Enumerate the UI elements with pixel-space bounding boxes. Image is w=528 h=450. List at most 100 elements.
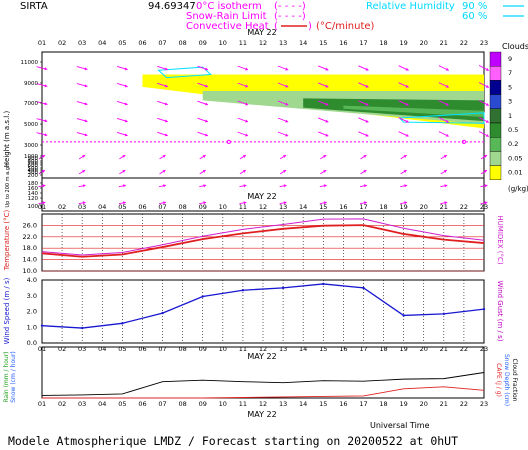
wind-arrow-head	[82, 170, 86, 173]
rh-contour-high	[157, 66, 212, 79]
wind-arrow-head	[484, 201, 488, 205]
temperature-line	[41, 224, 485, 258]
humidex-ylabel: HUMIDEX (°C)	[496, 215, 504, 264]
wind-arrow-head	[405, 102, 409, 106]
cloud-ytick-5000: 5000	[24, 122, 38, 128]
cloud-ytick-140: 140	[28, 191, 39, 197]
top-hour-13: 13	[279, 39, 287, 47]
wind-hour-18: 18	[379, 345, 387, 353]
cloud-layer-0.2	[343, 105, 484, 117]
wind-arrow-head	[485, 102, 489, 106]
cloud-y-ticks: 11000 9000 7000 5000 3000 1000900800700600500…	[21, 60, 42, 210]
wind-arrow-head	[202, 155, 206, 158]
wind-hour-15: 15	[319, 345, 327, 353]
top-hour-11: 11	[239, 39, 247, 47]
wind-arrow-head	[323, 170, 327, 173]
wind-arrow-head	[364, 184, 367, 188]
temp-hour-06: 06	[138, 203, 146, 211]
wind-arrow-head	[162, 155, 166, 158]
wind-speed-point	[322, 282, 325, 286]
temperature-panel: 10.0 14.0 18.0 22.0 26.0	[23, 214, 485, 275]
cape-line	[42, 386, 485, 399]
cloud-ytick-400: 400	[28, 168, 39, 174]
wind-arrow-head	[84, 67, 88, 71]
wind-arrow-head	[245, 102, 249, 106]
temp-hour-20: 20	[420, 203, 428, 211]
bottom-hour-06: 06	[138, 400, 146, 408]
wind-speed-point	[362, 286, 365, 290]
wind-arrow-head	[163, 201, 166, 205]
wind-arrow-head	[84, 102, 88, 106]
wind-arrow-head	[164, 119, 168, 123]
wind-arrow-head	[243, 201, 247, 205]
bottom-hour-17: 17	[359, 400, 367, 408]
wind-arrow-head	[483, 170, 487, 173]
wind-arrow-head	[483, 155, 487, 158]
conv-heat-unit: (°C/minute)	[316, 21, 375, 32]
wind-arrow-head	[162, 170, 166, 173]
top-hour-15: 15	[319, 39, 327, 47]
bottom-hour-03: 03	[78, 400, 86, 408]
top-hour-09: 09	[199, 39, 207, 47]
station-name: SIRTA	[20, 1, 48, 12]
temp-hour-17: 17	[359, 203, 367, 211]
wind-arrow-head	[443, 170, 447, 173]
wind-arrow-head	[42, 184, 46, 188]
rh-90-label: 90 %	[462, 1, 487, 12]
isotherm-legend-sample: (- - - -)	[274, 1, 306, 12]
top-hour-06: 06	[138, 39, 146, 47]
rh-60-label: 60 %	[462, 11, 487, 22]
wind-arrow-head	[242, 170, 246, 173]
wind-hour-04: 04	[98, 345, 106, 353]
wind-arrow-head	[283, 170, 287, 173]
isotherm-legend-label: 0°C isotherm	[196, 1, 262, 12]
temp-hour-14: 14	[299, 203, 307, 211]
temp-ylabel: Temperature (°C)	[3, 210, 11, 272]
rh-legend-label: Relative Humidity	[366, 1, 455, 12]
cloud-colorbar: Clouds 9 7 5 3 1 0.5 0.2 0.05 0.01 (g/kg)	[489, 42, 528, 193]
wind-arrow-head	[245, 119, 249, 123]
wind-ytick-3.0: 3.0	[27, 292, 37, 300]
wind-arrow-head	[82, 155, 86, 158]
temp-hour-08: 08	[178, 203, 186, 211]
wind-arrow-head	[485, 84, 489, 88]
wind-ytick-1.0: 1.0	[27, 323, 37, 331]
wind-ytick-4.0: 4.0	[27, 276, 37, 284]
top-hour-23: 23	[480, 39, 488, 47]
wind-arrow-head	[124, 119, 128, 123]
wind-arrow-head	[41, 155, 45, 158]
wind-hour-01: 01	[38, 345, 46, 353]
wind-speed-point	[161, 311, 164, 315]
wind-arrow-head	[203, 184, 207, 188]
forecast-caption: Modele Atmospherique LMDZ / Forecast sta…	[8, 434, 458, 448]
rain-panel	[41, 372, 485, 399]
bottom-hour-15: 15	[319, 400, 327, 408]
cloud-panel: 11000 9000 7000 5000 3000 1000900800700600500…	[3, 60, 490, 210]
snow-rain-legend-sample: (- - - -)	[274, 11, 306, 22]
wind-arrow-head	[245, 84, 249, 88]
wind-hour-05: 05	[118, 345, 126, 353]
wind-arrow-head	[363, 155, 367, 158]
wind-arrow-head	[44, 102, 48, 106]
gust-ylabel: Wind Gust (m / s)	[496, 280, 504, 341]
cloud-ylabel: Height (m a.s.l.)	[3, 111, 11, 168]
temp-hour-15: 15	[319, 203, 327, 211]
wind-arrow-head	[44, 84, 48, 88]
cloud-fill	[142, 74, 485, 129]
wind-arrow-head	[285, 119, 289, 123]
cape-ylabel: CAPE (J / g)	[495, 363, 502, 397]
temp-hour-22: 22	[460, 203, 468, 211]
wind-arrow-head	[203, 201, 207, 205]
wind-arrow-head	[84, 84, 88, 88]
colorbar-label-3: 3	[508, 98, 512, 106]
wind-arrow-head	[365, 102, 369, 106]
wind-arrow-head	[365, 119, 369, 123]
bottom-hour-07: 07	[158, 400, 166, 408]
cloud-ytick-300: 300	[28, 170, 39, 176]
wind-arrow-head	[44, 119, 48, 123]
temp-hour-21: 21	[440, 203, 448, 211]
bottom-hour-11: 11	[239, 400, 247, 408]
top-hour-05: 05	[118, 39, 126, 47]
top-hour-07: 07	[158, 39, 166, 47]
